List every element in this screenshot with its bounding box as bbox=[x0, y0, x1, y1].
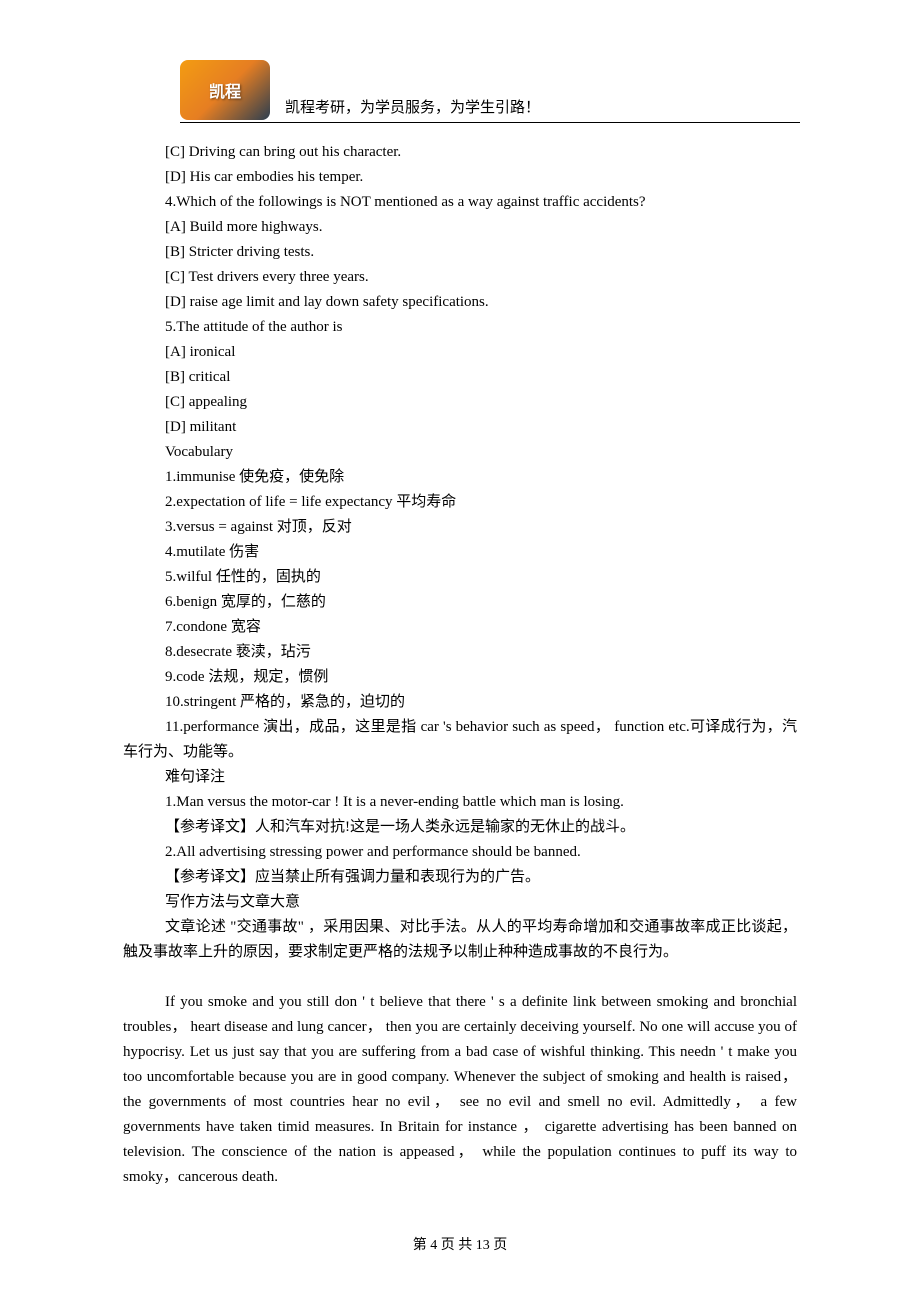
blank-line bbox=[123, 965, 797, 990]
translation-text: 【参考译文】应当禁止所有强调力量和表现行为的广告。 bbox=[123, 865, 797, 890]
option-text: [C] Test drivers every three years. bbox=[123, 265, 797, 290]
vocabulary-heading: Vocabulary bbox=[123, 440, 797, 465]
page-footer: 第 4 页 共 13 页 bbox=[0, 1234, 920, 1254]
vocabulary-item: 6.benign 宽厚的，仁慈的 bbox=[123, 590, 797, 615]
sentence-item: 1.Man versus the motor-car ! It is a nev… bbox=[123, 790, 797, 815]
logo-background: 凯程 bbox=[180, 60, 270, 120]
option-text: [B] critical bbox=[123, 365, 797, 390]
page-header: 凯程 凯程考研，为学员服务，为学生引路！ bbox=[180, 63, 800, 123]
vocabulary-item: 3.versus = against 对顶，反对 bbox=[123, 515, 797, 540]
option-text: [D] raise age limit and lay down safety … bbox=[123, 290, 797, 315]
logo-text: 凯程 bbox=[209, 78, 241, 102]
option-text: [C] Driving can bring out his character. bbox=[123, 140, 797, 165]
brand-logo: 凯程 bbox=[180, 60, 270, 120]
option-text: [A] ironical bbox=[123, 340, 797, 365]
option-text: [B] Stricter driving tests. bbox=[123, 240, 797, 265]
vocabulary-item: 2.expectation of life = life expectancy … bbox=[123, 490, 797, 515]
translation-text: 【参考译文】人和汽车对抗!这是一场人类永远是输家的无休止的战斗。 bbox=[123, 815, 797, 840]
document-content: [C] Driving can bring out his character.… bbox=[123, 140, 797, 1190]
section-heading: 写作方法与文章大意 bbox=[123, 890, 797, 915]
vocabulary-item: 9.code 法规，规定，惯例 bbox=[123, 665, 797, 690]
vocabulary-item: 8.desecrate 亵渎，玷污 bbox=[123, 640, 797, 665]
option-text: [D] His car embodies his temper. bbox=[123, 165, 797, 190]
option-text: [D] militant bbox=[123, 415, 797, 440]
header-tagline: 凯程考研，为学员服务，为学生引路！ bbox=[285, 96, 540, 120]
method-paragraph: 文章论述 "交通事故" ，采用因果、对比手法。从人的平均寿命增加和交通事故率成正… bbox=[123, 915, 797, 965]
question-text: 5.The attitude of the author is bbox=[123, 315, 797, 340]
question-text: 4.Which of the followings is NOT mention… bbox=[123, 190, 797, 215]
vocabulary-item: 5.wilful 任性的，固执的 bbox=[123, 565, 797, 590]
vocabulary-item: 11.performance 演出，成品，这里是指 car 's behavio… bbox=[123, 715, 797, 765]
option-text: [A] Build more highways. bbox=[123, 215, 797, 240]
section-heading: 难句译注 bbox=[123, 765, 797, 790]
passage-paragraph: If you smoke and you still don ' t belie… bbox=[123, 990, 797, 1190]
vocabulary-item: 7.condone 宽容 bbox=[123, 615, 797, 640]
page-number: 第 4 页 共 13 页 bbox=[413, 1238, 508, 1253]
vocabulary-item: 4.mutilate 伤害 bbox=[123, 540, 797, 565]
vocabulary-item: 1.immunise 使免疫，使免除 bbox=[123, 465, 797, 490]
sentence-item: 2.All advertising stressing power and pe… bbox=[123, 840, 797, 865]
option-text: [C] appealing bbox=[123, 390, 797, 415]
vocabulary-item: 10.stringent 严格的，紧急的，迫切的 bbox=[123, 690, 797, 715]
